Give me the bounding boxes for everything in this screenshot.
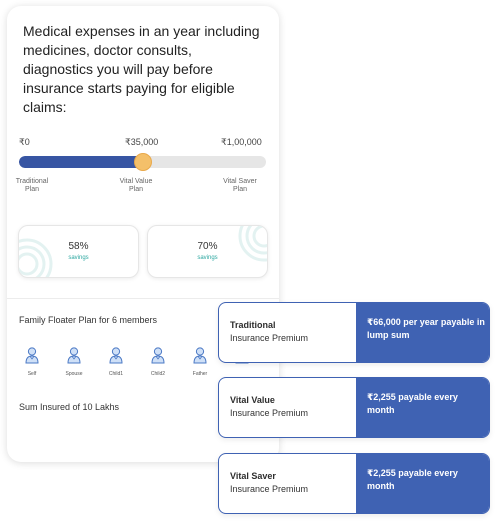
member-4[interactable]: Child2 xyxy=(143,346,173,377)
person-icon xyxy=(25,347,39,364)
slider-amounts: ₹0 ₹35,000 ₹1,00,000 xyxy=(7,137,279,151)
premium-value-panel: ₹2,255 payable every month xyxy=(356,378,489,437)
savings-box-vital-saver: 70% savings xyxy=(147,225,268,278)
premium-value: ₹66,000 per year payable in lump sum xyxy=(367,317,485,340)
member-3[interactable]: Child1 xyxy=(101,346,131,377)
member-label: Child2 xyxy=(150,371,166,377)
premium-plan-name: Vital Saver xyxy=(230,471,276,481)
premium-plan-sub: Insurance Premium xyxy=(230,408,309,418)
premium-value-panel: ₹2,255 payable every month xyxy=(356,454,489,513)
member-label: Spouse xyxy=(65,371,83,377)
slider-current-label: ₹35,000 xyxy=(125,137,159,147)
savings-box-vital-value: 58% savings xyxy=(18,225,139,278)
plan-calculator-card: Medical expenses in an year including me… xyxy=(7,6,279,462)
premium-plan-sub: Insurance Premium xyxy=(230,333,309,343)
person-icon xyxy=(109,347,123,364)
arcs-decoration-icon xyxy=(19,238,53,277)
savings-percent: 58% xyxy=(68,241,89,252)
slider-fill xyxy=(19,156,143,168)
sum-insured: Sum Insured of 10 Lakhs xyxy=(19,402,120,412)
divider xyxy=(7,298,279,299)
premium-value-panel: ₹66,000 per year payable in lump sum xyxy=(356,303,489,362)
member-5[interactable]: Father xyxy=(185,346,215,377)
plan-label-vital-saver: Vital Saver Plan xyxy=(223,178,257,193)
member-1[interactable]: Self xyxy=(17,346,47,377)
premium-card-vital-value[interactable]: Vital Value Insurance Premium ₹2,255 pay… xyxy=(218,377,490,438)
member-label: Self xyxy=(27,371,37,377)
headline: Medical expenses in an year including me… xyxy=(23,23,260,115)
premium-card-vital-saver[interactable]: Vital Saver Insurance Premium ₹2,255 pay… xyxy=(218,453,490,514)
plan-label-vital-value: Vital Value Plan xyxy=(119,178,153,193)
premium-card-traditional[interactable]: Traditional Insurance Premium ₹66,000 pe… xyxy=(218,302,490,363)
slider-max-label: ₹1,00,000 xyxy=(221,137,262,147)
slider-min-label: ₹0 xyxy=(19,137,30,147)
savings-label: savings xyxy=(197,255,218,261)
floater-plan-title: Family Floater Plan for 6 members xyxy=(19,315,158,325)
savings-percent: 70% xyxy=(197,241,218,252)
premium-value: ₹2,255 payable every month xyxy=(367,392,458,415)
member-2[interactable]: Spouse xyxy=(59,346,89,377)
premium-plan-name: Traditional xyxy=(230,320,276,330)
member-label: Father xyxy=(192,371,208,377)
person-icon xyxy=(193,347,207,364)
person-icon xyxy=(151,347,165,364)
slider-handle[interactable] xyxy=(133,153,152,171)
premium-plan-name: Vital Value xyxy=(230,395,275,405)
premium-plan-sub: Insurance Premium xyxy=(230,484,309,494)
savings-label: savings xyxy=(68,255,89,261)
member-label: Child1 xyxy=(108,371,124,377)
person-icon xyxy=(67,347,81,364)
premium-value: ₹2,255 payable every month xyxy=(367,468,458,491)
arcs-decoration-icon xyxy=(238,226,267,262)
plan-label-traditional: Traditional Plan xyxy=(15,178,49,193)
